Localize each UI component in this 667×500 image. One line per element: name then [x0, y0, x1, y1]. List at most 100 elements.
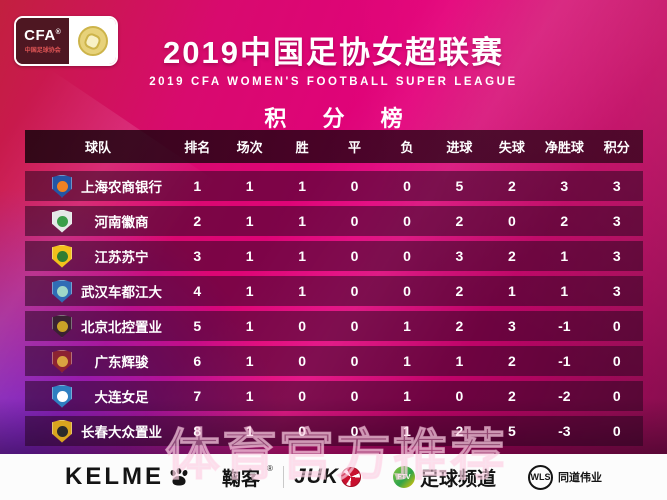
cell-played: 1 — [245, 283, 254, 299]
section-title: 积 分 榜 — [264, 106, 418, 131]
team-name: 北京北控置业 — [81, 320, 162, 335]
cell-pts: 0 — [612, 353, 621, 369]
wls-chinese-text: 同道伟业 — [557, 472, 602, 484]
cell-ga: 5 — [507, 423, 516, 439]
team-badge-icon — [52, 174, 72, 198]
cell-ga: 2 — [507, 388, 516, 404]
column-header-win: 胜 — [295, 140, 309, 155]
cell-win: 0 — [298, 353, 306, 369]
team-badge-icon — [52, 419, 72, 443]
table-row: 长春大众置业 8 1 0 0 1 2 5 -3 0 — [25, 416, 643, 446]
cell-gf: 2 — [455, 213, 464, 229]
cell-gd: -2 — [558, 388, 571, 404]
cell-gf: 0 — [455, 388, 464, 404]
column-header-team: 球队 — [84, 140, 111, 155]
team-badge-core — [56, 425, 68, 437]
cell-played: 1 — [245, 353, 254, 369]
cell-draw: 0 — [350, 353, 359, 369]
column-header-ga: 失球 — [498, 140, 525, 155]
column-header-pts: 积分 — [603, 140, 630, 155]
team-badge-core — [56, 250, 68, 262]
cell-gd: -1 — [558, 318, 571, 334]
team-cell: 大连女足 — [25, 381, 171, 411]
cell-ga: 2 — [507, 178, 516, 194]
cell-rank: 1 — [193, 178, 202, 194]
team-badge-icon — [52, 244, 72, 268]
cell-played: 1 — [245, 388, 254, 404]
cell-pts: 3 — [612, 213, 621, 229]
juke-football-icon — [340, 467, 361, 487]
cell-ga: 1 — [507, 283, 516, 299]
cell-ga: 0 — [507, 213, 516, 229]
cell-rank: 8 — [193, 423, 202, 439]
table-body: 上海农商银行 1 1 1 0 0 5 2 3 3 河南徽商 2 1 1 0 0 2 0 2 3 江苏苏宁 3 1 1 0 0 3 2 1… — [25, 171, 643, 446]
column-header-gf: 进球 — [446, 140, 473, 155]
cell-draw: 0 — [350, 388, 359, 404]
cell-gd: 2 — [560, 213, 569, 229]
cell-win: 1 — [298, 248, 306, 264]
sponsor-kelme: KELME — [65, 463, 190, 491]
cell-gd: 1 — [560, 248, 569, 264]
team-name: 大连女足 — [94, 390, 149, 405]
cell-rank: 6 — [193, 353, 202, 369]
team-badge-core — [56, 180, 68, 192]
cell-gd: 3 — [560, 178, 569, 194]
cell-loss: 0 — [403, 178, 411, 194]
cfa-logo-subtext: 中国足球协会 — [24, 48, 61, 54]
team-name: 河南徽商 — [94, 215, 149, 230]
cell-gd: -1 — [558, 353, 571, 369]
cell-rank: 5 — [193, 318, 202, 334]
table-row: 上海农商银行 1 1 1 0 0 5 2 3 3 — [25, 171, 643, 201]
standings-table: 球队 排名 场次 胜 平 负 进球 失球 净胜球 积分 上海农商银行 1 1 1 0 0 5 2 3 3 河南徽商 2 1… — [25, 130, 643, 446]
table-row: 河南徽商 2 1 1 0 0 2 0 2 3 — [25, 206, 643, 236]
team-name: 江苏苏宁 — [94, 250, 149, 265]
cell-loss: 1 — [403, 388, 411, 404]
team-cell: 江苏苏宁 — [25, 241, 171, 271]
cell-played: 1 — [245, 423, 254, 439]
table-header-row: 球队 排名 场次 胜 平 负 进球 失球 净胜球 积分 — [25, 130, 643, 163]
team-badge-icon — [52, 349, 72, 373]
cell-loss: 0 — [403, 283, 411, 299]
cell-gf: 2 — [455, 423, 464, 439]
cell-gf: 5 — [455, 178, 464, 194]
cell-loss: 0 — [403, 213, 411, 229]
sponsor-wls: WLS 同道伟业 — [527, 464, 602, 490]
cell-draw: 0 — [350, 178, 359, 194]
football-channel-text: 足球频道 — [419, 468, 496, 490]
cell-gf: 2 — [455, 283, 464, 299]
cell-rank: 2 — [193, 213, 202, 229]
cell-pts: 0 — [612, 388, 621, 404]
table-row: 大连女足 7 1 0 0 1 0 2 -2 0 — [25, 381, 643, 411]
juke-registered-mark: ® — [267, 463, 273, 473]
team-cell: 长春大众置业 — [25, 416, 171, 446]
sponsor-juke: 鞠客 ® JUK — [222, 464, 361, 491]
cell-rank: 7 — [193, 388, 202, 404]
cell-win: 0 — [298, 388, 306, 404]
cell-pts: 0 — [612, 318, 621, 334]
cell-pts: 3 — [612, 178, 621, 194]
cell-win: 1 — [298, 213, 306, 229]
table-row: 广东辉骏 6 1 0 0 1 1 2 -1 0 — [25, 346, 643, 376]
cell-draw: 0 — [350, 213, 359, 229]
cell-played: 1 — [245, 248, 254, 264]
team-badge-core — [56, 215, 68, 227]
cell-draw: 0 — [350, 248, 359, 264]
cell-loss: 1 — [403, 353, 411, 369]
team-badge-icon — [52, 384, 72, 408]
team-badge-icon — [52, 279, 72, 303]
sponsor-football-channel: FTV 足球频道 — [392, 464, 496, 491]
cell-loss: 0 — [403, 248, 411, 264]
team-cell: 广东辉骏 — [25, 346, 171, 376]
kelme-logo-text: KELME — [65, 463, 165, 490]
cell-pts: 0 — [612, 423, 621, 439]
cell-played: 1 — [245, 213, 254, 229]
team-cell: 武汉车都江大 — [25, 276, 171, 306]
team-badge-core — [56, 355, 68, 367]
team-badge-icon — [52, 209, 72, 233]
cell-win: 1 — [298, 283, 306, 299]
cfa-logo: CFA® 中国足球协会 — [14, 16, 118, 66]
team-cell: 北京北控置业 — [25, 311, 171, 341]
cell-gd: -3 — [558, 423, 571, 439]
cell-draw: 0 — [350, 283, 359, 299]
cell-pts: 3 — [612, 283, 621, 299]
